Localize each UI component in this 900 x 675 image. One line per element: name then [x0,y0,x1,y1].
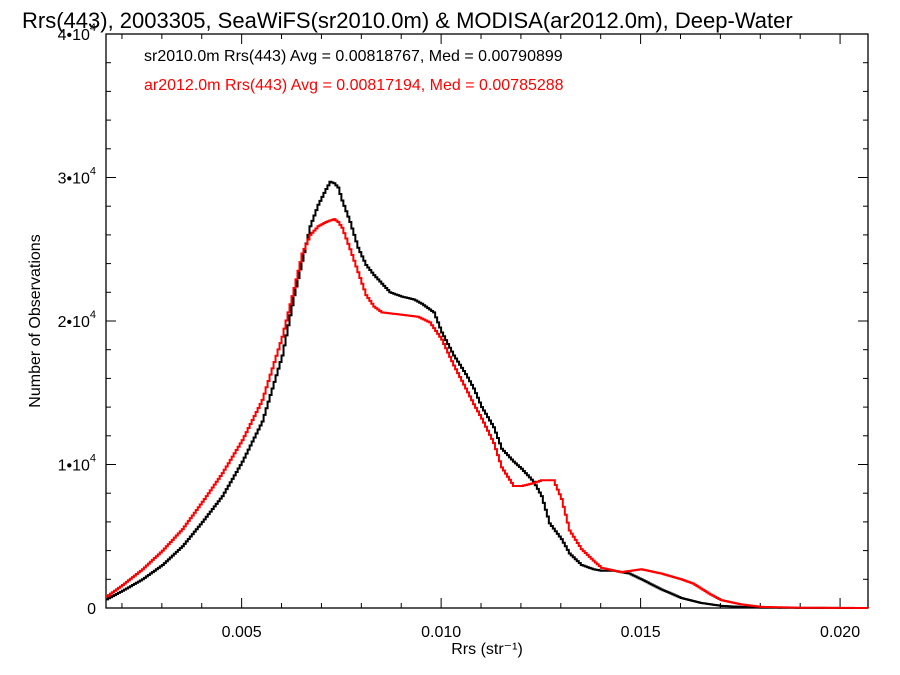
y-tick-labels: 0 1•104 2•104 3•104 4•104 [58,22,97,618]
x-tick-label: 0.010 [421,624,461,641]
x-axis-label: Rrs (str⁻¹) [451,641,523,658]
y-tick-label: 1•104 [58,453,96,475]
x-tick-label: 0.020 [820,624,860,641]
x-tick-label: 0.005 [222,624,262,641]
series-line-1 [106,180,868,609]
y-tick-label: 0 [87,601,96,618]
series-line-2 [106,218,869,609]
plot-frame [105,33,869,609]
legend-entry-series-2: ar2012.0m Rrs(443) Avg = 0.00817194, Med… [144,77,564,94]
x-tick-label: 0.015 [621,624,661,641]
legend-entry-series-1: sr2010.0m Rrs(443) Avg = 0.00818767, Med… [144,48,563,65]
x-tick-labels: 0.005 0.010 0.015 0.020 [222,624,861,641]
y-tick-label: 2•104 [58,309,96,331]
chart-title: Rrs(443), 2003305, SeaWiFS(sr2010.0m) & … [22,8,793,33]
y-axis-label: Number of Observations [27,234,44,407]
series-lines [106,180,869,609]
axis-ticks [106,33,868,609]
y-tick-label: 3•104 [58,166,96,188]
y-tick-label: 4•104 [58,22,96,44]
